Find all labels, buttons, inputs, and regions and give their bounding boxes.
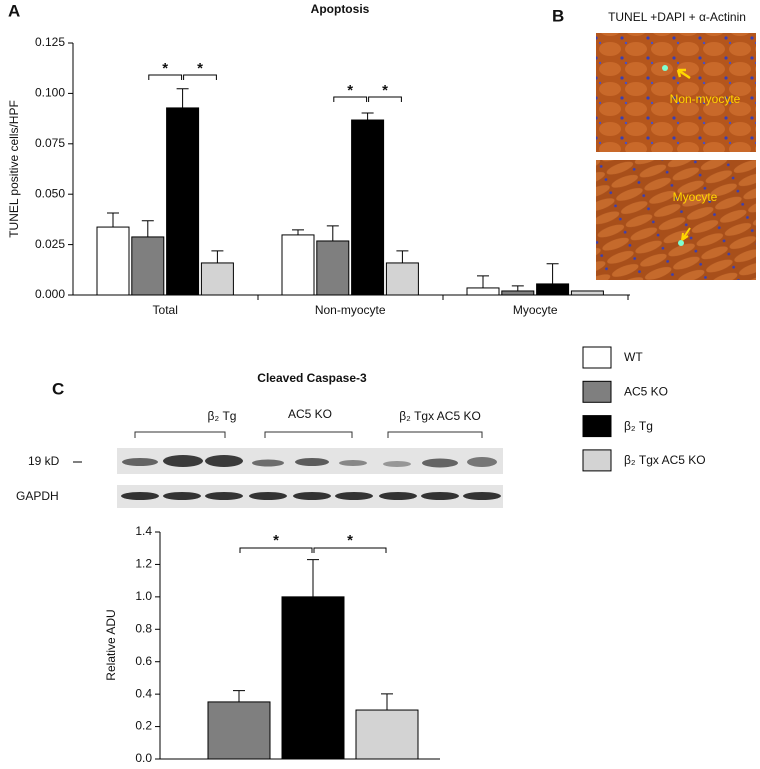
error-bar	[292, 229, 304, 235]
significance-bracket	[183, 74, 217, 80]
x-tick-label: Non-myocyte	[315, 303, 386, 317]
error-bar	[233, 690, 245, 702]
y-tick-label: 0.050	[35, 186, 65, 200]
error-bar	[477, 275, 489, 288]
error-bar	[107, 212, 119, 228]
band-label: 19 kD	[28, 454, 60, 468]
error-bar	[546, 263, 559, 284]
significance-label: *	[382, 82, 388, 99]
error-bar	[176, 88, 189, 108]
y-tick-label: 1.4	[135, 524, 152, 538]
y-axis-label: Relative ADU	[104, 609, 118, 680]
error-bar	[381, 693, 393, 711]
bar	[466, 287, 500, 296]
significance-label: *	[347, 82, 353, 99]
significance-bracket	[148, 74, 183, 80]
bar	[536, 283, 570, 296]
bar	[131, 236, 165, 296]
blot-bands	[121, 492, 501, 500]
error-bar	[211, 250, 224, 263]
legend-swatch	[582, 380, 612, 403]
bar	[166, 107, 200, 296]
y-tick-label: 1.2	[135, 557, 152, 571]
tunel-nucleus	[662, 65, 668, 71]
y-tick-label: 0.075	[35, 136, 65, 150]
arrow	[681, 227, 691, 241]
bar	[385, 262, 419, 296]
panel-label: C	[52, 379, 64, 398]
legend-swatch	[582, 415, 612, 438]
bar	[351, 119, 385, 296]
error-bar	[396, 250, 409, 263]
error-bar	[307, 559, 319, 597]
y-tick-label: 0.100	[35, 86, 65, 100]
y-tick-label: 0.6	[135, 654, 152, 668]
y-axis-label: TUNEL positive cells/HPF	[7, 100, 21, 238]
y-tick-label: 0.2	[135, 719, 152, 733]
blot-group-label: β₂ Tg	[208, 409, 237, 423]
panel-label: A	[8, 1, 20, 20]
bar	[281, 596, 345, 760]
blot-group-label: AC5 KO	[288, 407, 332, 421]
y-tick-label: 0.125	[35, 35, 65, 49]
legend-label: WT	[624, 350, 643, 364]
micrograph-label: Myocyte	[673, 190, 718, 204]
x-tick-label: Total	[153, 303, 178, 317]
legend-swatch	[582, 449, 612, 472]
micrograph-label: Non-myocyte	[670, 92, 741, 106]
legend-label: β₂ Tgx AC5 KO	[624, 453, 706, 467]
error-bar	[326, 225, 339, 241]
arrow	[676, 68, 691, 80]
error-bar	[141, 220, 154, 237]
y-tick-label: 0.025	[35, 237, 65, 251]
legend-label: AC5 KO	[624, 384, 668, 398]
micrograph-title: TUNEL +DAPI + α-Actinin	[608, 10, 746, 24]
micrograph-image	[596, 33, 756, 152]
loading-label: GAPDH	[16, 489, 59, 503]
significance-bracket	[368, 96, 402, 102]
blot-bands	[122, 455, 497, 468]
panel-label: B	[552, 6, 564, 25]
significance-label: *	[162, 60, 168, 77]
x-tick-label: Myocyte	[513, 303, 558, 317]
error-bar	[361, 112, 374, 121]
bar	[207, 701, 271, 760]
tunel-nucleus	[678, 240, 684, 246]
blot-group-label: β₂ Tgx AC5 KO	[399, 409, 481, 423]
y-tick-label: 0.0	[135, 751, 152, 765]
bar	[570, 290, 604, 296]
bar	[316, 240, 350, 296]
significance-bracket	[333, 96, 368, 102]
significance-label: *	[197, 60, 203, 77]
bar	[355, 709, 419, 760]
bar	[200, 262, 234, 296]
bar	[501, 290, 535, 296]
micrograph-image	[596, 160, 756, 280]
y-tick-label: 1.0	[135, 589, 152, 603]
chart-title: Cleaved Caspase-3	[257, 371, 367, 385]
bar	[281, 234, 315, 296]
legend-label: β₂ Tg	[624, 419, 653, 433]
significance-bracket	[313, 547, 387, 553]
significance-bracket	[239, 547, 313, 553]
y-tick-label: 0.000	[35, 287, 65, 301]
significance-label: *	[273, 532, 279, 549]
error-bar	[511, 285, 524, 291]
chart-title: Apoptosis	[311, 2, 370, 16]
legend-swatch	[582, 346, 612, 369]
y-tick-label: 0.8	[135, 621, 152, 635]
y-tick-label: 0.4	[135, 686, 152, 700]
blot-bracket	[134, 431, 483, 438]
bar	[96, 226, 130, 296]
significance-label: *	[347, 532, 353, 549]
